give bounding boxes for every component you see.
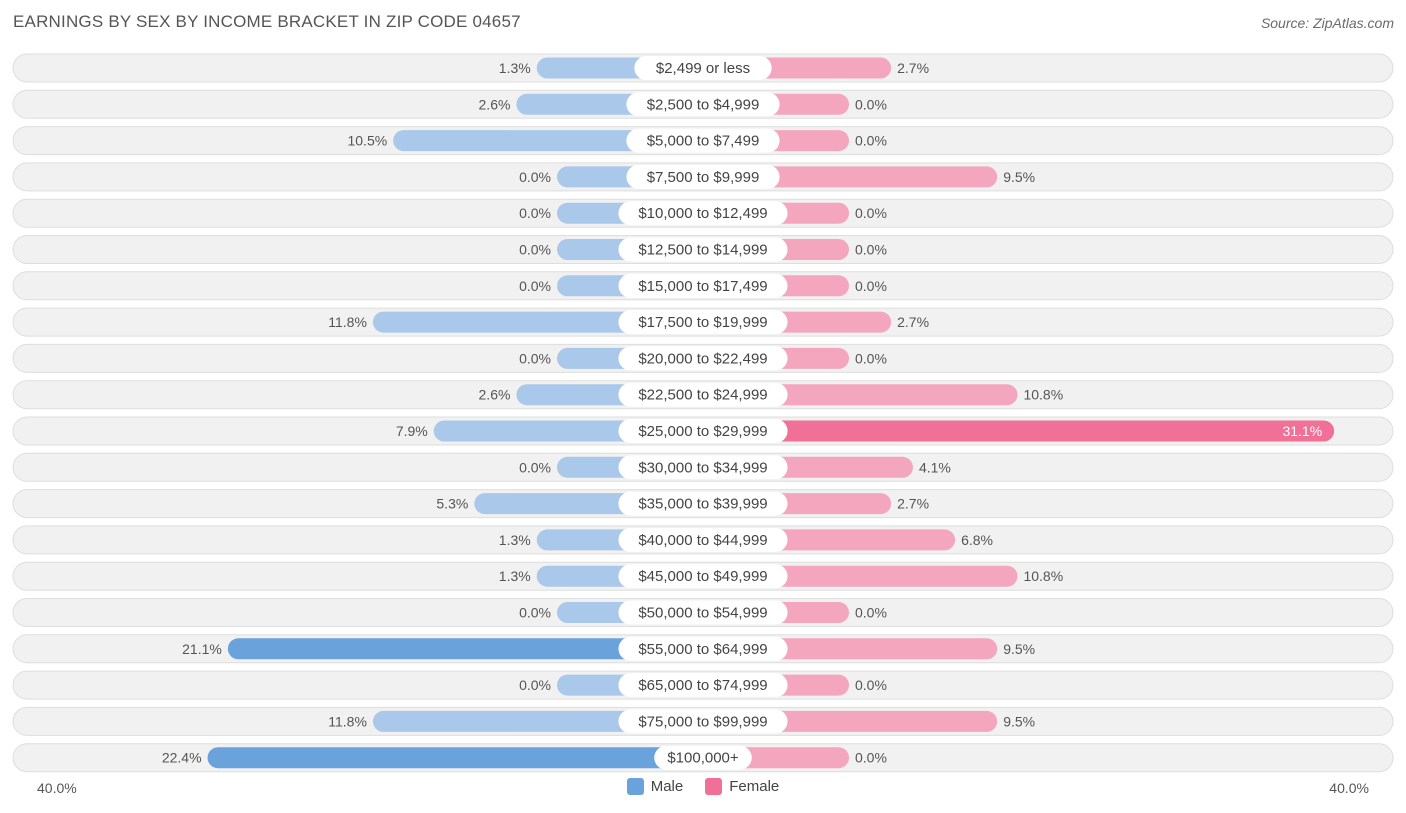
- category-label: $25,000 to $29,999: [638, 423, 767, 440]
- data-label-male: 2.6%: [479, 96, 511, 112]
- legend-swatch-male: [626, 778, 644, 795]
- category-pill: [618, 346, 788, 371]
- category-label: $2,499 or less: [656, 60, 750, 77]
- data-label-female: 0.0%: [855, 750, 887, 766]
- data-label-male: 0.0%: [519, 242, 551, 258]
- category-label: $10,000 to $12,499: [638, 205, 767, 222]
- data-label-female: 9.5%: [1003, 713, 1035, 729]
- category-pill: [618, 273, 788, 298]
- axis-right-label: 40.0%: [1329, 780, 1369, 796]
- data-label-female: 2.7%: [897, 314, 929, 330]
- data-label-female: 2.7%: [897, 496, 929, 512]
- legend-swatch-female: [705, 778, 723, 795]
- data-label-female: 0.0%: [855, 96, 887, 112]
- category-label: $20,000 to $22,499: [638, 350, 767, 367]
- category-label: $7,500 to $9,999: [647, 169, 760, 186]
- data-label-male: 1.3%: [499, 60, 531, 76]
- bar-male: [393, 130, 703, 152]
- category-label: $75,000 to $99,999: [638, 713, 767, 730]
- data-label-male: 22.4%: [162, 750, 202, 766]
- category-pill: [618, 310, 788, 335]
- category-pill: [618, 673, 788, 698]
- data-label-male: 0.0%: [519, 677, 551, 693]
- category-label: $30,000 to $34,999: [638, 459, 767, 476]
- category-label: $22,500 to $24,999: [638, 387, 767, 404]
- category-pill: [618, 419, 788, 443]
- data-label-female: 9.5%: [1003, 169, 1035, 185]
- data-label-male: 7.9%: [396, 423, 428, 439]
- category-pill: [626, 128, 780, 153]
- category-label: $55,000 to $64,999: [638, 641, 767, 658]
- category-label: $5,000 to $7,499: [647, 133, 760, 150]
- data-label-female: 10.8%: [1023, 568, 1063, 584]
- chart-title: EARNINGS BY SEX BY INCOME BRACKET IN ZIP…: [13, 12, 521, 31]
- category-pill: [654, 745, 752, 770]
- legend: Male Female: [0, 778, 1406, 795]
- data-label-male: 0.0%: [519, 278, 551, 294]
- data-label-female: 6.8%: [961, 532, 993, 548]
- category-pill: [618, 564, 788, 589]
- data-label-male: 0.0%: [519, 459, 551, 475]
- axis-left-label: 40.0%: [37, 780, 77, 796]
- bar-female: [703, 420, 1335, 442]
- category-pill: [618, 636, 788, 661]
- data-label-male: 0.0%: [519, 205, 551, 221]
- data-label-male: 0.0%: [519, 169, 551, 185]
- data-label-male: 10.5%: [347, 133, 387, 149]
- category-pill: [618, 382, 788, 407]
- data-label-male: 11.8%: [328, 314, 367, 330]
- data-label-female: 9.5%: [1003, 641, 1035, 657]
- data-label-female: 0.0%: [855, 350, 887, 366]
- data-label-male: 21.1%: [182, 641, 222, 657]
- category-label: $50,000 to $54,999: [638, 605, 767, 622]
- legend-label-female: Female: [729, 778, 780, 795]
- data-label-male: 1.3%: [499, 568, 531, 584]
- bar-male: [207, 747, 703, 769]
- data-label-male: 11.8%: [328, 713, 367, 729]
- category-label: $15,000 to $17,499: [638, 278, 767, 295]
- data-label-female: 0.0%: [855, 205, 887, 221]
- bar-male: [227, 638, 703, 660]
- data-label-male: 0.0%: [519, 605, 551, 621]
- data-label-male: 0.0%: [519, 350, 551, 366]
- data-label-female: 0.0%: [855, 605, 887, 621]
- category-pill: [618, 600, 788, 625]
- category-pill: [618, 201, 788, 226]
- data-label-female: 0.0%: [855, 242, 887, 258]
- category-label: $40,000 to $44,999: [638, 532, 767, 549]
- category-label: $2,500 to $4,999: [647, 96, 760, 113]
- source-credit: Source: ZipAtlas.com: [1260, 15, 1394, 31]
- category-pill: [634, 56, 772, 80]
- data-label-female: 4.1%: [919, 459, 951, 475]
- category-label: $100,000+: [667, 750, 739, 767]
- category-pill: [618, 709, 788, 734]
- category-pill: [618, 237, 788, 262]
- data-label-male: 2.6%: [479, 387, 511, 403]
- category-label: $65,000 to $74,999: [638, 677, 767, 694]
- data-label-female: 2.7%: [897, 60, 929, 76]
- data-label-male: 1.3%: [499, 532, 531, 548]
- category-pill: [618, 527, 788, 552]
- legend-label-male: Male: [650, 778, 684, 795]
- category-pill: [626, 92, 780, 117]
- chart-plot: 1.3% 2.7% $2,499 or less 2.6% 0.0% $2,500 to …: [12, 53, 1394, 773]
- category-label: $17,500 to $19,999: [638, 314, 767, 331]
- data-label-female: 31.1%: [1282, 423, 1322, 439]
- category-label: $12,500 to $14,999: [638, 242, 767, 259]
- data-label-female: 10.8%: [1023, 387, 1063, 403]
- data-label-female: 0.0%: [855, 133, 887, 149]
- category-pill: [618, 455, 788, 480]
- legend-item-male[interactable]: Male: [626, 778, 684, 795]
- data-label-female: 0.0%: [855, 278, 887, 294]
- category-pill: [618, 491, 788, 516]
- category-pill: [626, 164, 780, 189]
- data-label-female: 0.0%: [855, 677, 887, 693]
- category-label: $35,000 to $39,999: [638, 496, 767, 513]
- category-label: $45,000 to $49,999: [638, 568, 767, 585]
- data-label-male: 5.3%: [436, 496, 468, 512]
- legend-item-female[interactable]: Female: [705, 778, 779, 795]
